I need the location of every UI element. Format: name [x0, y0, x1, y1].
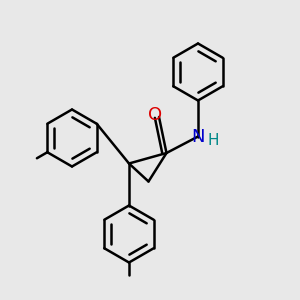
Text: N: N	[191, 128, 205, 146]
Text: H: H	[207, 133, 219, 148]
Text: O: O	[148, 106, 163, 124]
